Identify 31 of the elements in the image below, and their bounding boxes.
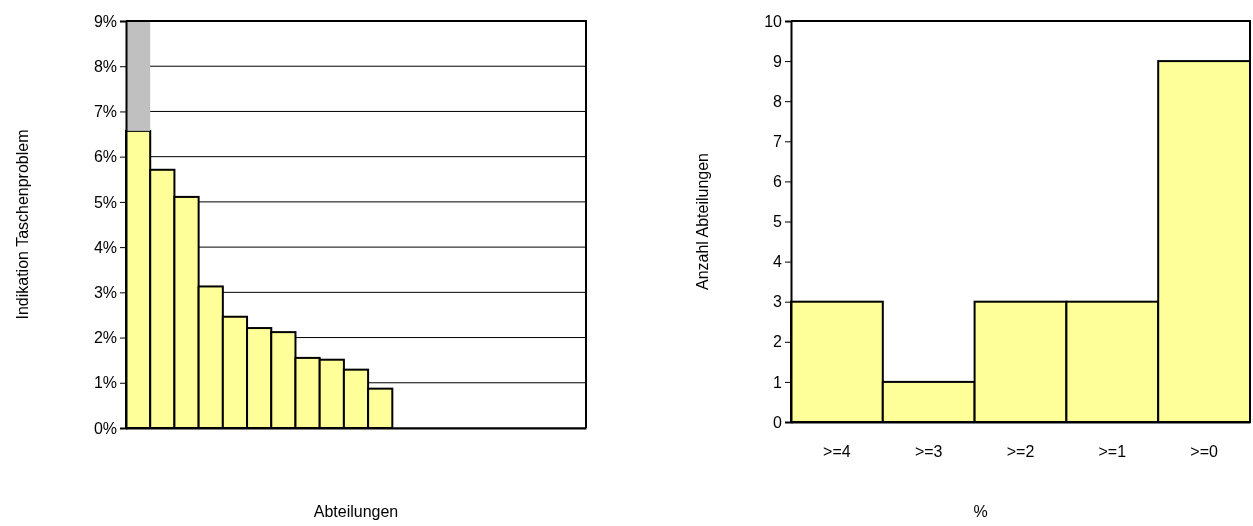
y-tick-label: 4% xyxy=(93,238,117,256)
x-tick-label: >=1 xyxy=(1098,443,1127,460)
y-axis-title: Anzahl Abteilungen xyxy=(693,153,711,290)
x-tick-label: >=3 xyxy=(914,443,943,460)
y-tick-label: 10 xyxy=(764,12,783,30)
y-tick-label: 0 xyxy=(773,413,783,431)
y-tick-label: 1% xyxy=(93,374,117,392)
y-tick-label: 0% xyxy=(93,419,117,437)
y-tick-label: 8% xyxy=(93,57,117,75)
y-tick-label: 7 xyxy=(773,132,783,150)
y-tick-label: 5% xyxy=(93,193,117,211)
y-tick-label: 6 xyxy=(773,173,783,191)
y-tick-label: 9 xyxy=(773,52,783,70)
x-tick-label: >=4 xyxy=(823,443,851,460)
y-tick-label: 3% xyxy=(93,283,117,301)
y-tick-label: 2 xyxy=(773,333,783,351)
y-tick-label: 3 xyxy=(773,293,783,311)
bar xyxy=(126,21,151,131)
y-axis-title: Indikation Taschenproblem xyxy=(13,129,31,320)
y-tick-label: 1 xyxy=(773,373,783,391)
y-tick-label: 6% xyxy=(93,148,117,166)
y-tick-label: 4 xyxy=(773,253,783,271)
y-tick-label: 5 xyxy=(773,213,783,231)
x-tick-label: >=2 xyxy=(1006,443,1035,460)
x-axis-title: Abteilungen xyxy=(313,503,399,520)
y-tick-label: 7% xyxy=(93,103,117,121)
x-axis-title: % xyxy=(973,503,988,520)
y-tick-label: 9% xyxy=(93,12,117,30)
y-tick-label: 2% xyxy=(93,329,117,347)
y-tick-label: 8 xyxy=(773,92,783,110)
x-tick-label: >=0 xyxy=(1190,443,1218,460)
